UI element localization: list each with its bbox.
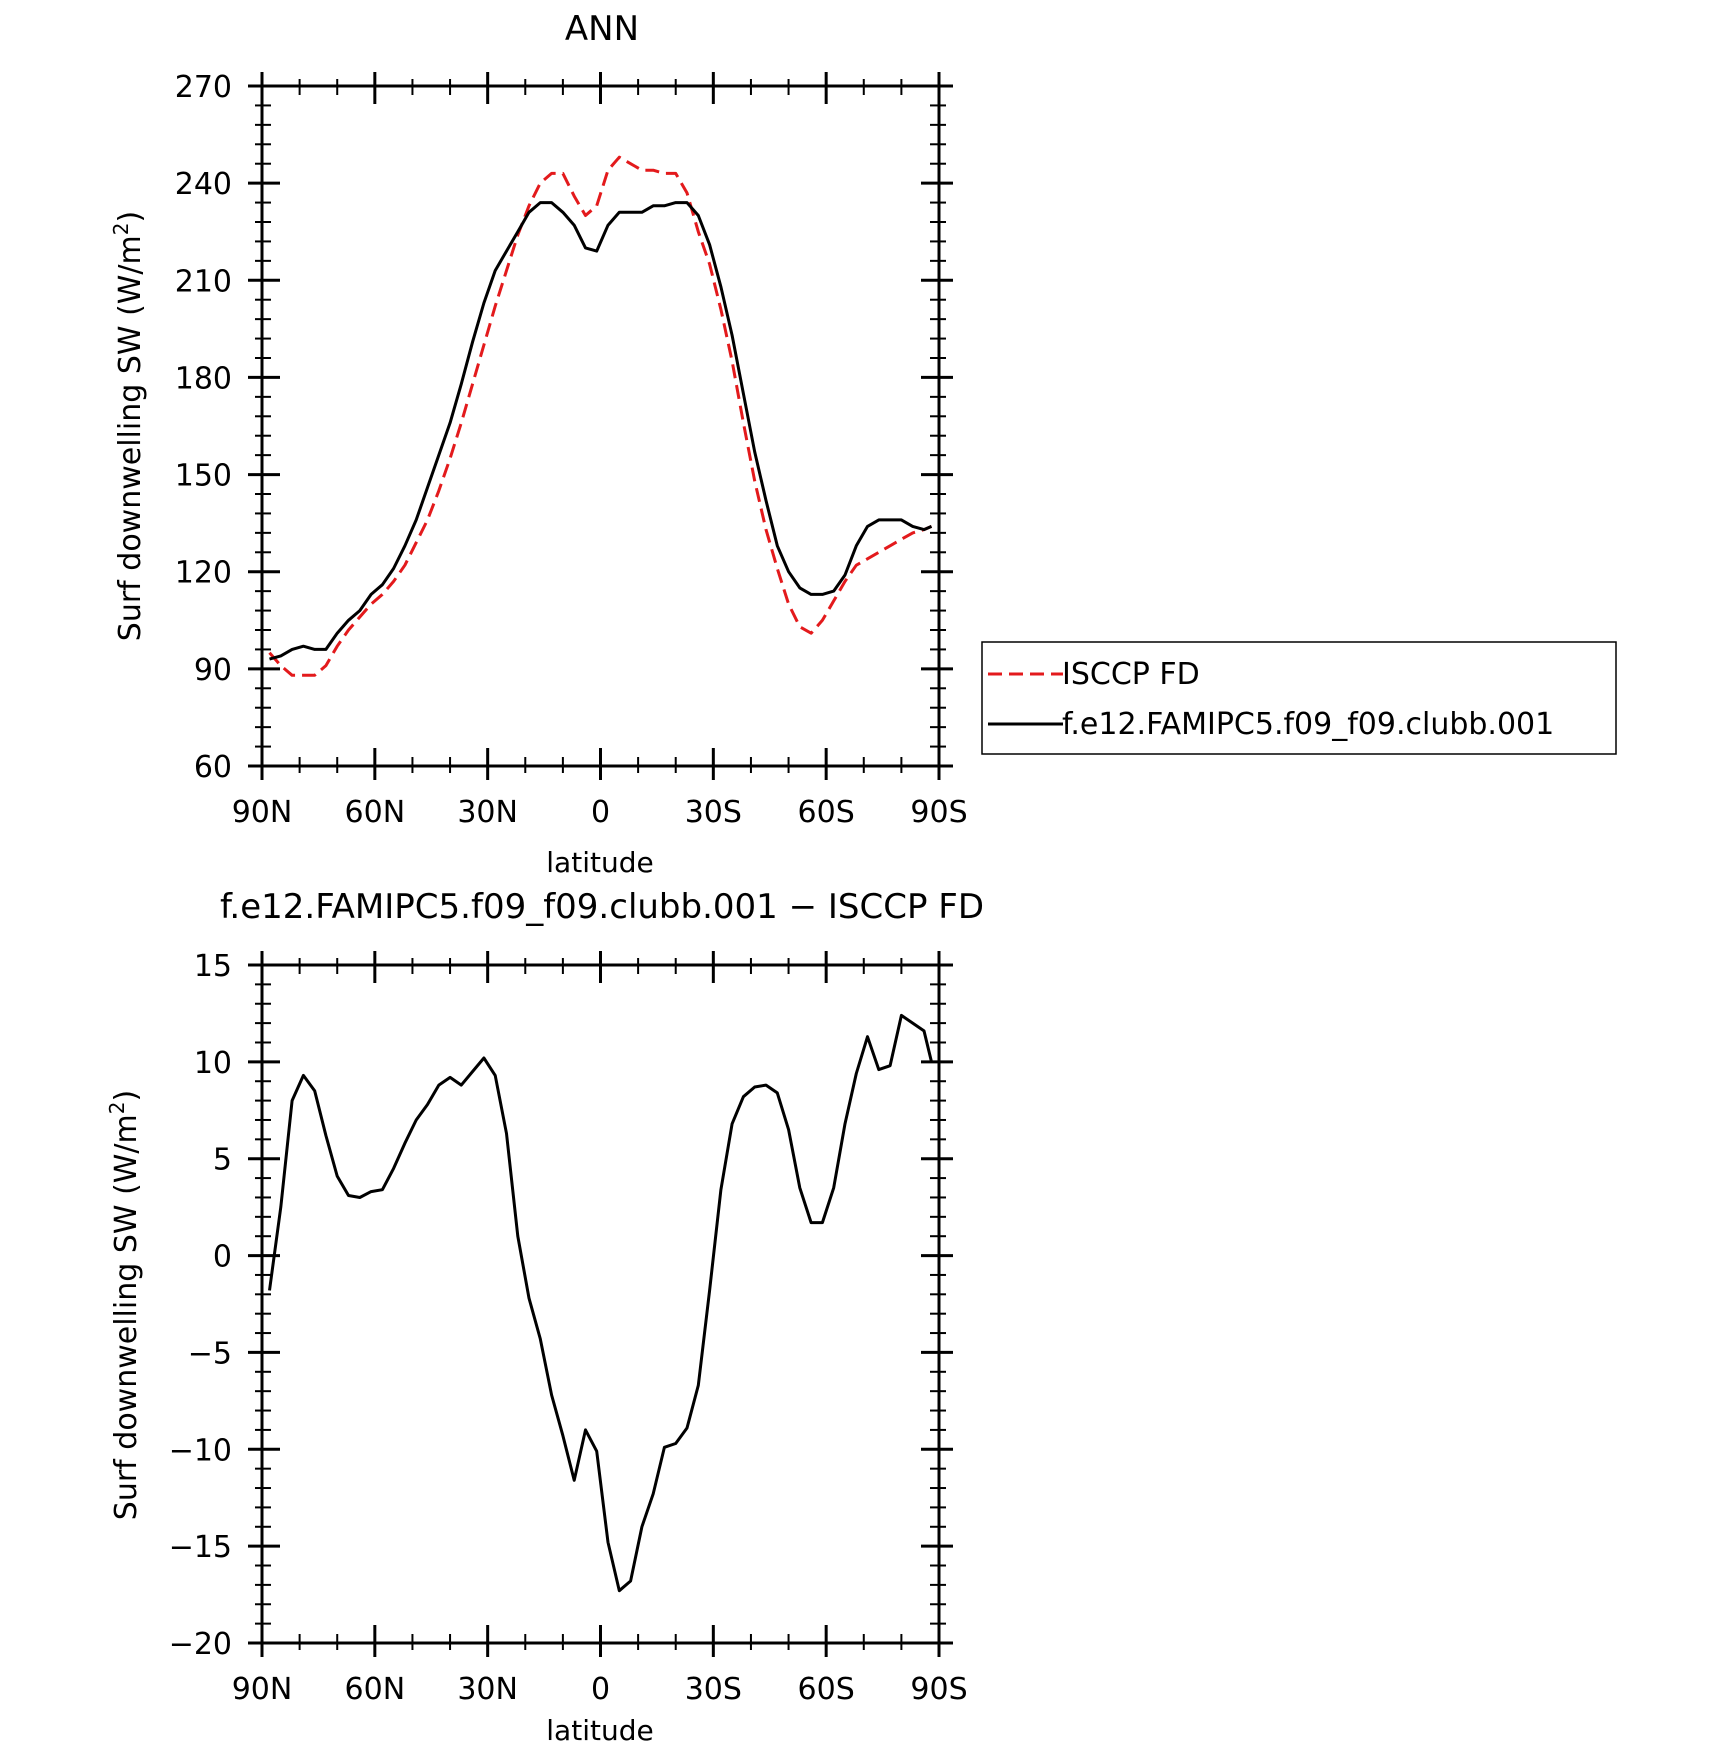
top-chart-yticklabels: 60 90 120 150 180 210 240 270 (175, 70, 232, 785)
bottom-series-line-model (268, 1013, 933, 1593)
top-ytick-label: 120 (175, 556, 232, 591)
bottom-chart: f.e12.FAMIPC5.f09_f09.clubb.001 − ISCCP … (105, 887, 984, 1745)
top-ytick-label: 240 (175, 167, 232, 202)
bottom-xtick-label: 90S (910, 1672, 967, 1707)
bottom-chart-xticklabels: 90N 60N 30N 0 30S 60S 90S (232, 1672, 968, 1707)
top-chart: ANN 90N 60N 30N 0 30S 60S 90S 60 90 120 150 180 210… (109, 9, 1617, 879)
top-ytick-label: 60 (194, 750, 232, 785)
bottom-ytick-label: 10 (194, 1046, 232, 1081)
top-ytick-label: 150 (175, 459, 232, 494)
bottom-ytick-label: 15 (194, 949, 232, 984)
top-chart-ticks (248, 72, 953, 780)
top-chart-lines (268, 155, 933, 677)
top-xtick-label: 60N (345, 795, 406, 830)
bottom-chart-title: f.e12.FAMIPC5.f09_f09.clubb.001 − ISCCP … (220, 887, 984, 927)
top-chart-xlabel: latitude (546, 846, 653, 879)
bottom-ytick-label: −15 (169, 1530, 232, 1565)
top-ytick-label: 270 (175, 70, 232, 105)
top-chart-ylabel-sup: 2 (109, 223, 133, 236)
bottom-chart-ylabel-sup: 2 (105, 1102, 129, 1115)
bottom-chart-frame (260, 963, 941, 1645)
legend-label-isccp: ISCCP FD (1062, 657, 1200, 692)
top-xtick-label: 90N (232, 795, 293, 830)
bottom-chart-ylabel-main: Surf downwelling SW (W/m (109, 1114, 144, 1520)
top-chart-ylabel-close: ) (113, 211, 148, 223)
legend-box (981, 641, 1617, 755)
bottom-chart-xlabel: latitude (546, 1714, 653, 1745)
top-chart-ylabel-main: Surf downwelling SW (W/m (113, 235, 148, 641)
bottom-chart-ylabel-close: ) (109, 1090, 144, 1102)
top-ytick-label: 180 (175, 361, 232, 396)
top-ytick-label: 210 (175, 264, 232, 299)
bottom-xtick-label: 60S (798, 1672, 855, 1707)
top-chart-frame (260, 84, 941, 768)
top-xtick-label: 0 (591, 795, 610, 830)
bottom-chart-lines (268, 1013, 933, 1593)
bottom-ytick-label: −20 (169, 1627, 232, 1662)
bottom-chart-ylabel: Surf downwelling SW (W/m2) (105, 1090, 144, 1520)
top-chart-title: ANN (565, 9, 639, 49)
bottom-chart-ticks (248, 951, 953, 1657)
bottom-ytick-label: 5 (213, 1143, 232, 1178)
bottom-ytick-label: −10 (169, 1433, 232, 1468)
bottom-ytick-label: −5 (188, 1336, 232, 1371)
top-chart-xticklabels: 90N 60N 30N 0 30S 60S 90S (232, 795, 968, 830)
top-chart-ylabel: Surf downwelling SW (W/m2) (109, 211, 148, 641)
bottom-xtick-label: 0 (591, 1672, 610, 1707)
bottom-xtick-label: 30N (457, 1672, 518, 1707)
top-series-line-isccp (268, 155, 933, 677)
bottom-xtick-label: 60N (345, 1672, 406, 1707)
legend: ISCCP FD f.e12.FAMIPC5.f09_f09.clubb.001 (981, 641, 1617, 755)
top-xtick-label: 90S (910, 795, 967, 830)
top-xtick-label: 30S (685, 795, 742, 830)
bottom-ytick-label: 0 (213, 1240, 232, 1275)
top-xtick-label: 60S (798, 795, 855, 830)
bottom-chart-yticklabels: −20 −15 −10 −5 0 5 10 15 (169, 949, 232, 1662)
legend-label-model: f.e12.FAMIPC5.f09_f09.clubb.001 (1062, 707, 1554, 742)
top-xtick-label: 30N (457, 795, 518, 830)
bottom-xtick-label: 30S (685, 1672, 742, 1707)
bottom-xtick-label: 90N (232, 1672, 293, 1707)
top-ytick-label: 90 (194, 653, 232, 688)
top-series-line-model (269, 201, 933, 661)
